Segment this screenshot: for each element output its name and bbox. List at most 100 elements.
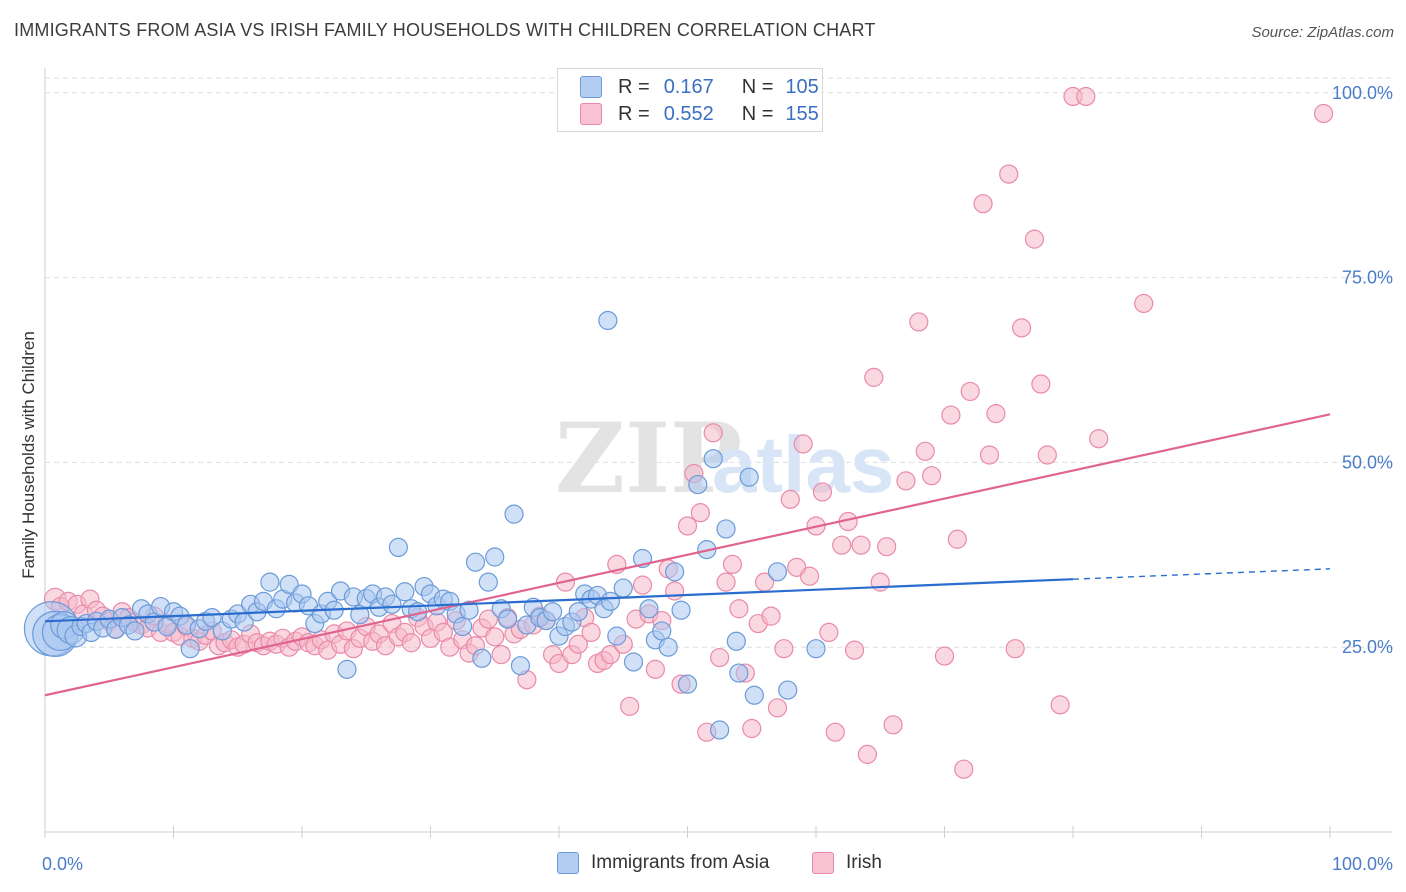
asia-point: [465, 552, 486, 572]
irish-point: [877, 537, 897, 557]
irish-point: [1011, 318, 1032, 338]
irish-point: [491, 644, 511, 665]
y-tick-label: 75.0%: [1342, 268, 1393, 288]
irish-point: [986, 404, 1006, 424]
irish-point: [1076, 86, 1096, 107]
asia-point: [453, 616, 473, 637]
irish-point: [960, 381, 980, 402]
asia-point: [778, 680, 798, 700]
irish-point: [620, 696, 640, 716]
asia-point: [504, 504, 524, 524]
irish-point: [761, 606, 781, 626]
asia-point: [677, 674, 698, 694]
chart-title: IMMIGRANTS FROM ASIA VS IRISH FAMILY HOU…: [14, 20, 876, 40]
legend-swatch-irish: [580, 103, 602, 125]
irish-point: [851, 535, 871, 555]
asia-point: [658, 637, 678, 657]
bottom-legend-asia: Immigrants from Asia: [557, 852, 769, 874]
irish-point: [844, 640, 865, 660]
asia-point: [767, 562, 788, 582]
bottom-legend-label-irish: Irish: [846, 852, 882, 873]
correlation-legend: R = 0.167 N = 105 R = 0.552 N = 155: [557, 68, 823, 132]
irish-point: [716, 572, 736, 592]
asia-point: [716, 519, 736, 539]
asia-point: [478, 572, 498, 592]
irish-point: [478, 609, 498, 629]
x-tick-label-max: 100.0%: [1332, 854, 1393, 874]
irish-point: [600, 644, 621, 665]
watermark-atlas: atlas: [712, 420, 894, 509]
asia-point: [613, 578, 633, 598]
irish-point: [485, 627, 505, 647]
irish-point: [947, 529, 967, 549]
irish-point: [864, 367, 884, 387]
asia-point: [607, 626, 627, 646]
irish-point: [742, 718, 762, 739]
legend-r-value: 0.552: [663, 102, 714, 125]
irish-point: [568, 634, 588, 654]
y-axis-label: Family Households with Children: [19, 331, 38, 579]
legend-row-irish: R = 0.552 N = 155: [580, 102, 819, 126]
irish-point: [1050, 695, 1070, 715]
asia-point: [180, 639, 200, 659]
asia-trend-line: [44, 578, 1074, 623]
irish-point: [401, 633, 421, 653]
asia-point: [337, 659, 357, 679]
asia-point: [202, 608, 222, 628]
asia-point: [395, 582, 415, 602]
irish-point: [793, 434, 813, 454]
legend-n-value: 105: [785, 75, 819, 98]
source-label: Source: ZipAtlas.com: [1251, 24, 1394, 41]
irish-point: [857, 744, 878, 764]
irish-point: [632, 575, 653, 595]
asia-point: [485, 547, 505, 567]
bottom-legend-swatch-asia: [557, 852, 579, 874]
legend-row-asia: R = 0.167 N = 105: [580, 75, 819, 99]
asia-point: [472, 648, 492, 668]
irish-point: [954, 759, 974, 779]
irish-point: [812, 482, 833, 502]
asia-point: [498, 609, 518, 629]
asia-point: [598, 310, 618, 331]
asia-point: [806, 639, 826, 659]
irish-point: [677, 516, 698, 536]
asia-point: [671, 600, 691, 620]
asia-point: [710, 720, 730, 740]
legend-swatch-asia: [580, 76, 602, 98]
asia-point: [688, 474, 708, 495]
asia-point: [388, 537, 408, 558]
asia-point: [744, 685, 764, 705]
irish-point: [896, 471, 916, 491]
asia-point: [729, 663, 749, 683]
asia-point: [279, 574, 299, 594]
axes: [44, 68, 1392, 838]
irish-trend-line: [44, 413, 1331, 697]
irish-point: [799, 566, 820, 586]
irish-point: [973, 194, 993, 214]
asia-point: [459, 600, 479, 620]
legend-r-label: R =: [618, 102, 650, 125]
irish-point: [665, 581, 685, 601]
asia-point: [350, 605, 370, 625]
irish-point: [832, 535, 852, 555]
asia-point: [125, 621, 145, 641]
legend-n-label: N =: [741, 75, 774, 98]
asia-point: [260, 572, 280, 592]
irish-point: [909, 312, 929, 332]
irish-point: [1037, 445, 1057, 465]
irish-point: [780, 489, 800, 509]
asia-point: [703, 449, 723, 469]
irish-point: [922, 466, 942, 486]
bottom-legend-irish: Irish: [812, 852, 882, 874]
x-tick-label-min: 0.0%: [42, 854, 83, 874]
irish-point: [690, 503, 710, 523]
tick-labels: 25.0% 50.0% 75.0% 100.0% 0.0% 100.0%: [42, 83, 1393, 874]
irish-point: [934, 646, 955, 666]
asia-point: [652, 621, 672, 641]
irish-point: [1313, 103, 1334, 124]
y-tick-label: 50.0%: [1342, 452, 1393, 472]
irish-point: [710, 647, 730, 668]
irish-point: [1089, 429, 1109, 449]
irish-point: [915, 441, 935, 461]
